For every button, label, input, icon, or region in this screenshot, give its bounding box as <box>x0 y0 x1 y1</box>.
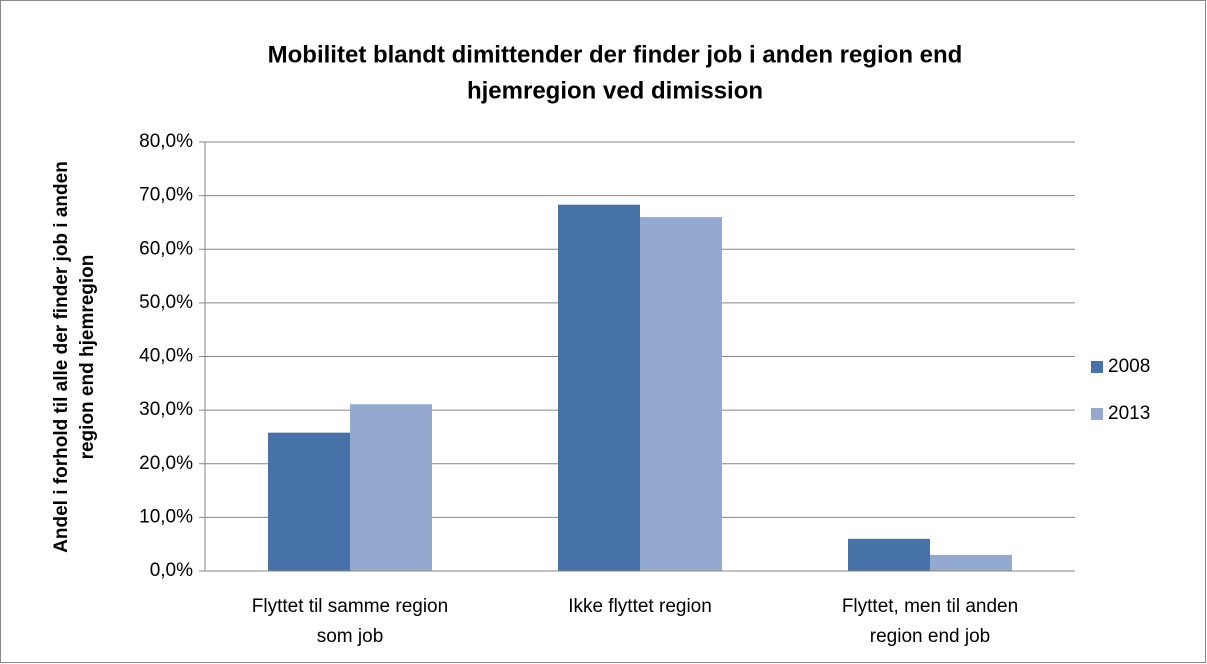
x-tick-label: region end job <box>870 626 990 647</box>
bar <box>558 204 640 571</box>
y-tick-label: 70,0% <box>139 185 193 206</box>
x-tick-label: Ikke flyttet region <box>568 596 712 617</box>
y-tick-label: 20,0% <box>139 453 193 474</box>
y-tick-label: 40,0% <box>139 346 193 367</box>
legend-label: 2013 <box>1108 403 1150 424</box>
bar <box>640 217 722 571</box>
y-tick-label: 60,0% <box>139 238 193 259</box>
bar <box>848 538 930 571</box>
x-tick-label: som job <box>317 626 384 647</box>
bar <box>268 432 350 571</box>
y-tick-label: 80,0% <box>139 131 193 152</box>
x-tick-label: Flyttet, men til anden <box>842 596 1018 617</box>
y-axis-title: Andel i forhold til alle der finder job … <box>51 161 72 553</box>
legend-swatch <box>1091 361 1103 373</box>
legend-label: 2008 <box>1108 356 1150 377</box>
y-axis-title: region end hjemregion <box>77 255 98 460</box>
y-tick-label: 30,0% <box>139 399 193 420</box>
chart-title: Mobilitet blandt dimittender der finder … <box>268 41 963 68</box>
y-tick-label: 0,0% <box>150 560 193 581</box>
chart-title: hjemregion ved dimission <box>467 77 763 104</box>
legend-swatch <box>1091 408 1103 420</box>
y-tick-label: 10,0% <box>139 506 193 527</box>
bar <box>930 554 1012 571</box>
bar <box>350 404 432 571</box>
y-tick-label: 50,0% <box>139 292 193 313</box>
x-tick-label: Flyttet til samme region <box>252 596 448 617</box>
